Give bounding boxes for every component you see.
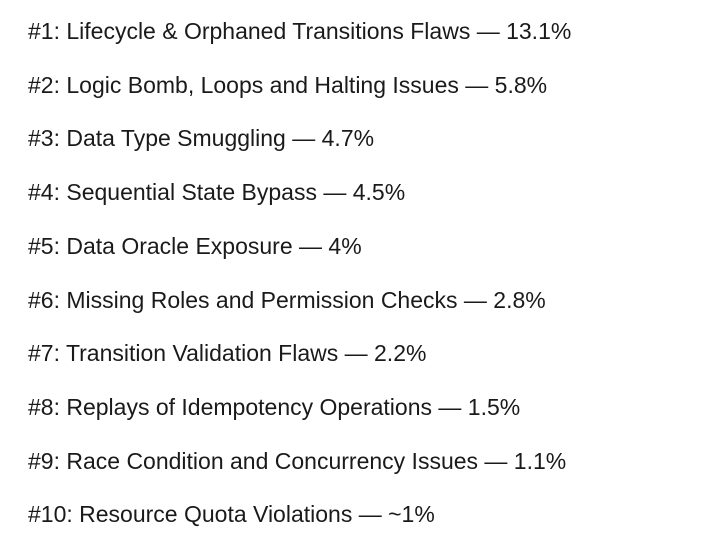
list-item: #7: Transition Validation Flaws — 2.2% <box>28 340 427 367</box>
list-item: #5: Data Oracle Exposure — 4% <box>28 232 362 259</box>
list-item: #2: Logic Bomb, Loops and Halting Issues… <box>28 71 548 98</box>
list-item: #1: Lifecycle & Orphaned Transitions Fla… <box>28 18 572 44</box>
list-item: #9: Race Condition and Concurrency Issue… <box>28 447 567 474</box>
list-item: #3: Data Type Smuggling — 4.7% <box>28 125 375 152</box>
list-item: #6: Missing Roles and Permission Checks … <box>28 286 546 313</box>
list-item: #4: Sequential State Bypass — 4.5% <box>28 179 406 206</box>
list-item: #10: Resource Quota Violations — ~1% <box>28 501 435 528</box>
list-item: #8: Replays of Idempotency Operations — … <box>28 393 521 420</box>
